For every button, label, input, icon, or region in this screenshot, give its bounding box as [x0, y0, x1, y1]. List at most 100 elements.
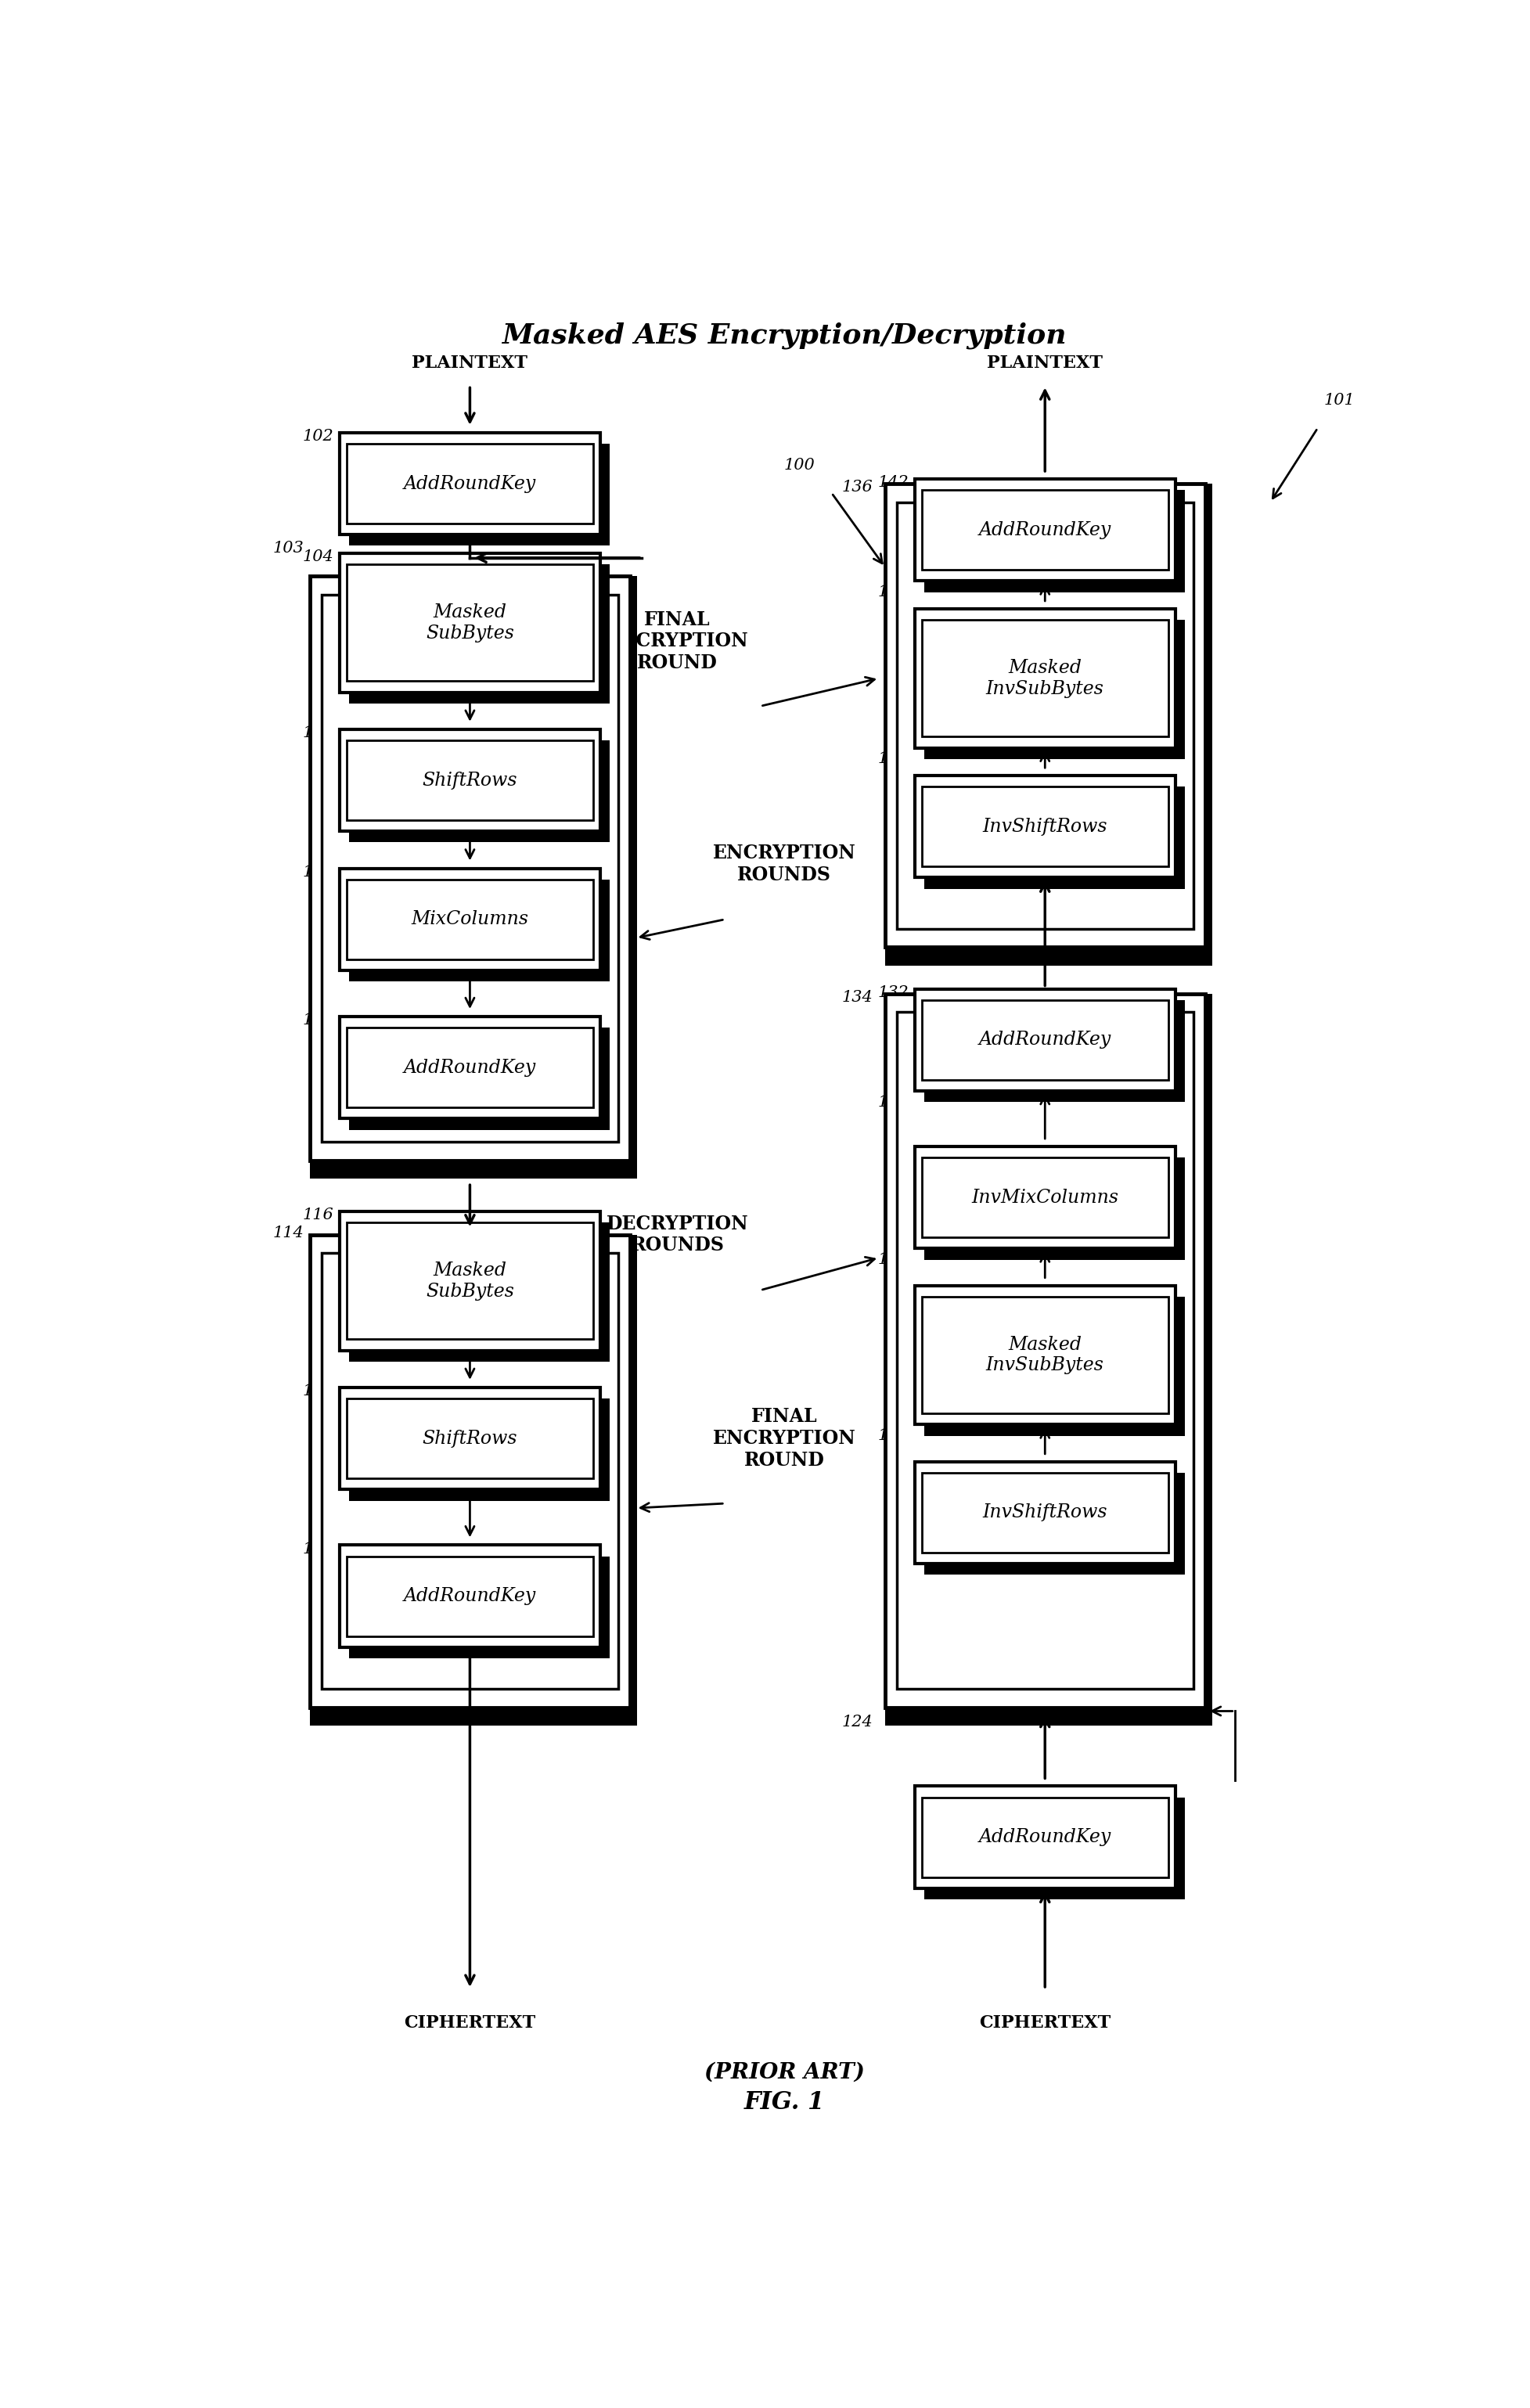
Text: 110: 110	[303, 1014, 334, 1028]
Bar	[921, 1158, 1169, 1238]
Text: 142: 142	[878, 474, 909, 491]
Bar	[349, 563, 610, 703]
Text: PLAINTEXT: PLAINTEXT	[987, 354, 1103, 371]
Text: 101: 101	[1323, 393, 1354, 407]
Bar	[349, 1223, 610, 1361]
Text: 140: 140	[878, 585, 909, 600]
Bar	[349, 1399, 610, 1500]
Bar	[884, 1707, 1206, 1727]
Text: Masked
SubBytes: Masked SubBytes	[425, 604, 514, 643]
Bar	[340, 1016, 600, 1120]
Bar	[340, 730, 600, 831]
Bar	[309, 576, 630, 1161]
Text: 136: 136	[842, 479, 874, 494]
Text: 106: 106	[303, 725, 334, 742]
Text: MixColumns: MixColumns	[412, 910, 528, 929]
Bar	[340, 1211, 600, 1351]
Bar	[349, 443, 610, 547]
Text: CIPHERTEXT: CIPHERTEXT	[979, 2013, 1111, 2032]
Bar	[884, 946, 1206, 966]
Text: FIG. 1: FIG. 1	[744, 2090, 825, 2114]
Bar	[309, 1161, 630, 1180]
Bar	[1206, 484, 1212, 966]
Bar	[915, 990, 1175, 1091]
Bar	[321, 1252, 618, 1688]
Text: (PRIOR ART): (PRIOR ART)	[704, 2061, 864, 2083]
Text: 116: 116	[303, 1209, 334, 1223]
Bar	[924, 1296, 1184, 1435]
Text: ShiftRows: ShiftRows	[422, 771, 517, 790]
Text: Masked
InvSubBytes: Masked InvSubBytes	[985, 660, 1105, 698]
Bar	[915, 1286, 1175, 1426]
Text: 114: 114	[272, 1226, 304, 1240]
Bar	[924, 1796, 1184, 1900]
Text: Masked
InvSubBytes: Masked InvSubBytes	[985, 1336, 1105, 1375]
Text: 138: 138	[878, 751, 909, 766]
Bar	[915, 1146, 1175, 1247]
Text: AddRoundKey: AddRoundKey	[979, 1031, 1111, 1050]
Bar	[349, 879, 610, 982]
Text: 100: 100	[783, 458, 815, 472]
Bar	[924, 1474, 1184, 1575]
Text: 104: 104	[303, 549, 334, 563]
Bar	[884, 484, 1206, 946]
Text: AddRoundKey: AddRoundKey	[404, 1060, 536, 1076]
Bar	[915, 479, 1175, 580]
Bar	[924, 999, 1184, 1103]
Bar	[921, 787, 1169, 867]
Bar	[915, 1787, 1175, 1888]
Bar	[915, 1462, 1175, 1563]
Text: AddRoundKey: AddRoundKey	[404, 1587, 536, 1606]
Text: 130: 130	[878, 1096, 909, 1110]
Bar	[897, 1011, 1193, 1688]
Text: InvShiftRows: InvShiftRows	[982, 1503, 1108, 1522]
Bar	[321, 595, 618, 1141]
Bar	[915, 609, 1175, 749]
Text: 128: 128	[878, 1252, 909, 1267]
Bar	[630, 1235, 636, 1727]
Bar	[1206, 995, 1212, 1727]
Text: 118: 118	[303, 1385, 334, 1399]
Bar	[924, 491, 1184, 592]
Bar	[630, 576, 636, 1180]
Text: AddRoundKey: AddRoundKey	[404, 474, 536, 494]
Bar	[347, 1028, 594, 1108]
Bar	[349, 1028, 610, 1129]
Bar	[347, 879, 594, 958]
Text: InvMixColumns: InvMixColumns	[972, 1190, 1118, 1206]
Bar	[897, 503, 1193, 929]
Bar	[347, 563, 594, 681]
Bar	[349, 1556, 610, 1659]
Text: ENCRYPTION
ROUNDS: ENCRYPTION ROUNDS	[713, 843, 855, 884]
Bar	[340, 1546, 600, 1647]
Text: 103: 103	[272, 542, 304, 556]
Text: DECRYPTION
ROUNDS: DECRYPTION ROUNDS	[606, 1214, 748, 1255]
Bar	[347, 443, 594, 523]
Bar	[340, 869, 600, 970]
Bar	[924, 1158, 1184, 1259]
Text: FINAL
DECRYPTION
ROUND: FINAL DECRYPTION ROUND	[606, 609, 748, 672]
Bar	[309, 1235, 630, 1707]
Bar	[924, 787, 1184, 889]
Text: CIPHERTEXT: CIPHERTEXT	[404, 2013, 536, 2032]
Text: ShiftRows: ShiftRows	[422, 1430, 517, 1447]
Bar	[924, 619, 1184, 759]
Text: 126: 126	[878, 1428, 909, 1442]
Text: FINAL
ENCRYPTION
ROUND: FINAL ENCRYPTION ROUND	[713, 1406, 855, 1469]
Bar	[340, 433, 600, 535]
Bar	[347, 739, 594, 821]
Text: Masked
SubBytes: Masked SubBytes	[425, 1262, 514, 1300]
Text: 132: 132	[878, 985, 909, 999]
Bar	[921, 491, 1169, 571]
Bar	[309, 1707, 630, 1727]
Text: 120: 120	[303, 1541, 334, 1556]
Bar	[921, 1296, 1169, 1413]
Bar	[347, 1223, 594, 1339]
Text: 124: 124	[842, 1714, 874, 1729]
Bar	[347, 1399, 594, 1479]
Text: AddRoundKey: AddRoundKey	[979, 520, 1111, 539]
Text: 102: 102	[303, 429, 334, 443]
Bar	[347, 1556, 594, 1635]
Text: AddRoundKey: AddRoundKey	[979, 1828, 1111, 1847]
Text: 108: 108	[303, 864, 334, 879]
